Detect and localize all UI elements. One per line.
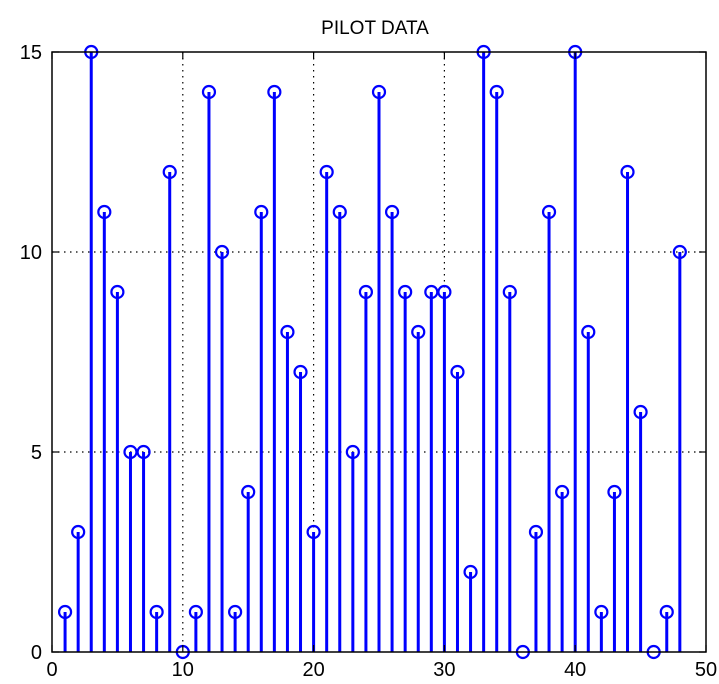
y-tick-label: 15 [20, 42, 42, 64]
x-tick-label: 30 [433, 659, 455, 681]
stem-marker [528, 524, 544, 540]
stem-marker [332, 204, 347, 220]
stem-marker [541, 204, 557, 220]
axis-ticks [51, 51, 707, 653]
stem-marker [267, 84, 282, 100]
stem-marker [345, 444, 360, 460]
x-tick-label: 0 [46, 659, 57, 681]
stem-marker [437, 284, 452, 300]
stem-marker [162, 164, 177, 180]
stem-marker [214, 244, 230, 260]
stem-marker [450, 364, 465, 380]
stem-marker [672, 244, 687, 260]
stem-marker [633, 404, 648, 420]
stem-marker [620, 164, 635, 180]
stem-marker [110, 284, 125, 300]
x-tick-label: 20 [302, 659, 324, 681]
stem-marker [555, 484, 570, 500]
y-tick-label: 10 [20, 242, 42, 264]
stem-marker [149, 604, 164, 620]
stem-marker [607, 484, 622, 500]
stem-marker [398, 284, 413, 300]
stem-marker [57, 604, 73, 620]
stem-marker [463, 564, 478, 580]
stem-marker [306, 524, 321, 540]
y-tick-label: 5 [31, 442, 42, 464]
stem-marker [371, 84, 387, 100]
stem-marker [411, 324, 426, 340]
stem-marker [71, 524, 86, 540]
stem-marker [97, 204, 112, 220]
stem-marker [319, 164, 334, 180]
markers [57, 44, 687, 660]
stem-marker [188, 604, 203, 620]
x-tick-labels: 0 10 20 30 40 50 [46, 659, 717, 681]
stem-marker [201, 84, 217, 100]
stem-marker [358, 284, 374, 300]
stem-marker [280, 324, 295, 340]
stem-marker [502, 284, 517, 300]
y-tick-labels: 0 5 10 15 [20, 42, 42, 664]
stem-marker [659, 604, 674, 620]
x-tick-label: 10 [172, 659, 194, 681]
stem-marker [136, 444, 151, 460]
stem-marker [293, 364, 308, 380]
stem-marker [228, 604, 243, 620]
stem-marker [384, 204, 400, 220]
stems [63, 52, 682, 652]
stem-marker [241, 484, 256, 500]
stem-marker [254, 204, 269, 220]
x-tick-label: 50 [695, 659, 717, 681]
y-tick-label: 0 [31, 642, 42, 664]
stem-marker [594, 604, 609, 620]
x-tick-label: 40 [564, 659, 586, 681]
stem-marker [489, 84, 504, 100]
stem-marker [581, 324, 596, 340]
plot-frame [51, 51, 707, 653]
chart-title: PILOT DATA [321, 18, 429, 39]
